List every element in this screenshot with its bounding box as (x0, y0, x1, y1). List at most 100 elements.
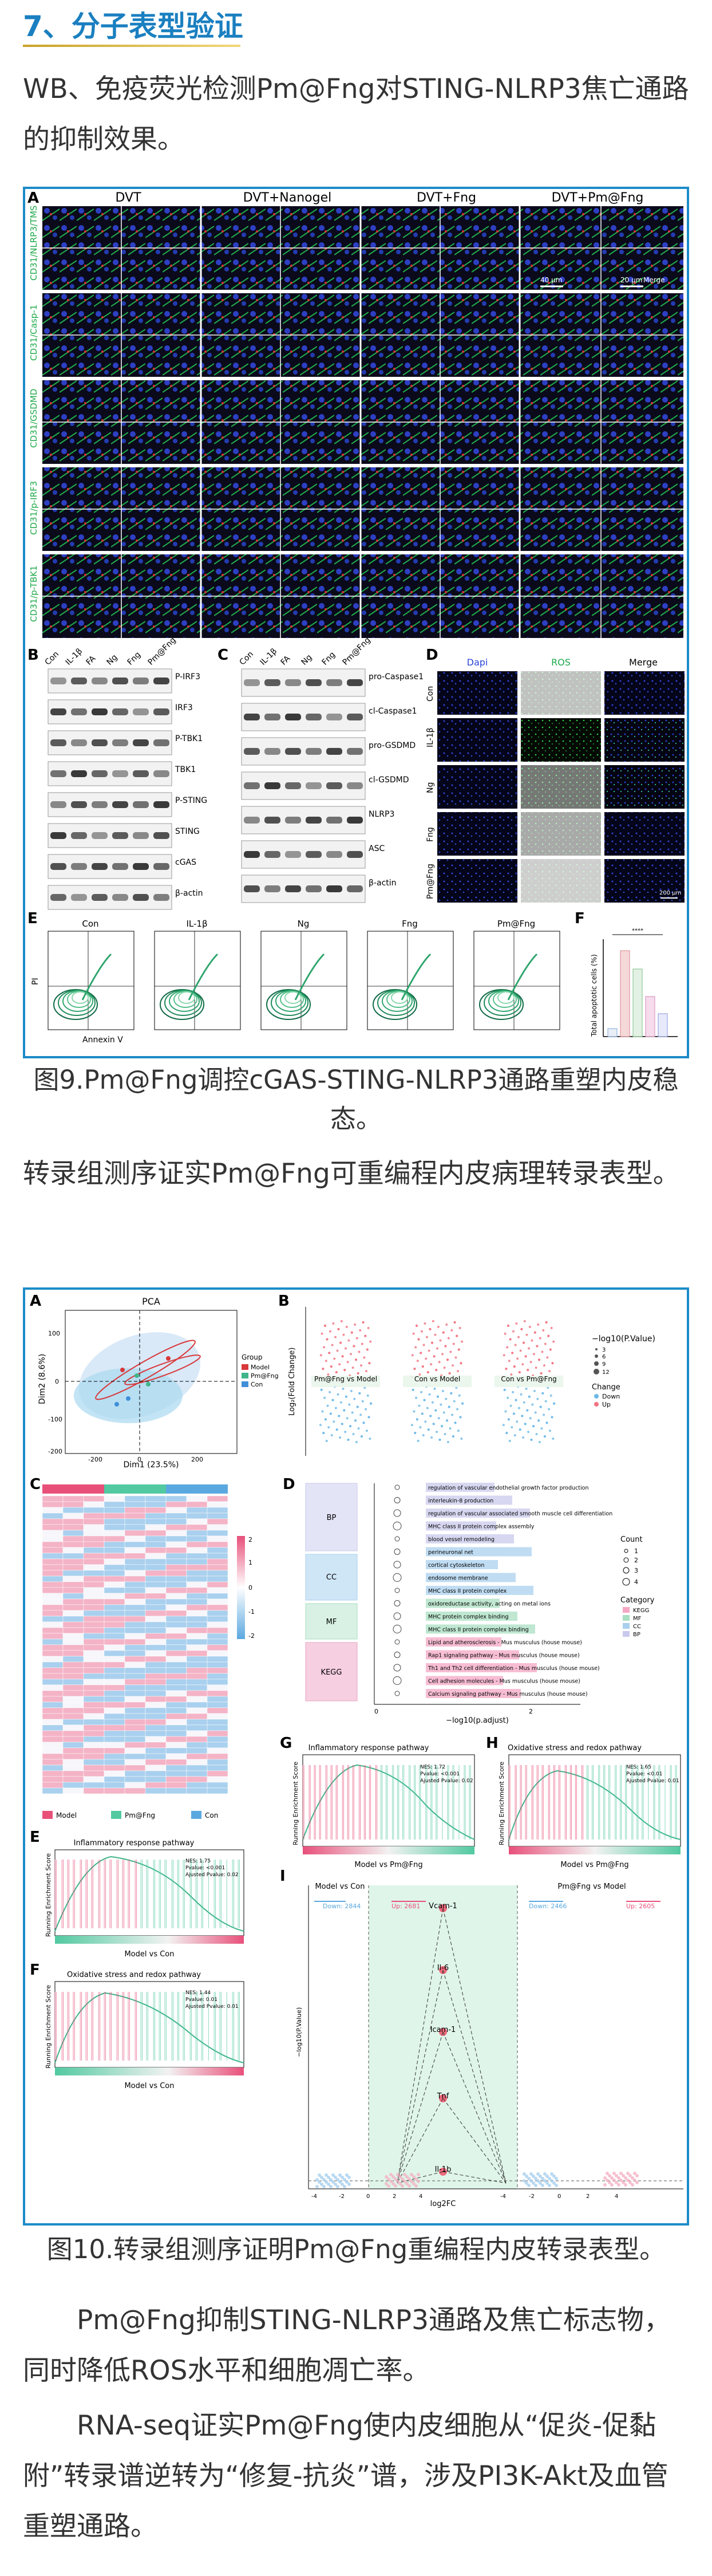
svg-text:Il-1b: Il-1b (435, 2165, 452, 2174)
svg-text:NES: 1.44: NES: 1.44 (185, 1990, 211, 1996)
svg-text:−log10(p.adjust): −log10(p.adjust) (446, 1716, 509, 1725)
svg-text:Icam-1: Icam-1 (430, 2026, 456, 2034)
svg-text:3: 3 (634, 1567, 638, 1574)
figure-10-caption: 图10.转录组测序证明Pm@Fng重编程内皮转录表型。 (46, 2234, 666, 2264)
svg-text:FA: FA (279, 654, 292, 667)
fig9-label-a: A (27, 190, 39, 207)
fig10-label-b: B (278, 1293, 290, 1310)
fig9-a-col-dvt-fng: DVT+Fng (417, 191, 476, 205)
svg-text:FA: FA (85, 654, 98, 667)
svg-text:PCA: PCA (142, 1296, 160, 1307)
svg-text:9: 9 (602, 1361, 606, 1368)
figure-9-caption: 图9.Pm@Fng调控cGAS-STING-NLRP3通路重塑内皮稳态。 (33, 1065, 679, 1134)
svg-text:KEGG: KEGG (633, 1608, 649, 1614)
fig10-a-pca: PCA Dim1 (23.5%) Dim2 (8.6%) -200 0 200 … (38, 1296, 279, 1470)
fig9-a-row-4: CD31/p-IRF3 (29, 481, 39, 535)
svg-text:4: 4 (634, 1578, 638, 1586)
fig9-b-band-labels: P-IRF3 IRF3 P-TBK1 TBK1 P-STING STING cG… (175, 672, 207, 898)
fig10-d-enrichment: BP CC MF KEGG 0 2 −log10(p.adjust) Count… (305, 1483, 655, 1725)
paragraph-2: 转录组测序证实Pm@Fng可重编程内皮病理转录表型。 (23, 1158, 680, 1189)
svg-text:Pm@Fng vs Model: Pm@Fng vs Model (557, 1882, 626, 1891)
svg-text:−log10(P.Value): −log10(P.Value) (295, 2007, 303, 2057)
svg-text:perineuronal net: perineuronal net (428, 1550, 473, 1556)
svg-text:Pm@Fng: Pm@Fng (125, 1811, 155, 1819)
svg-text:Oxidative stress and redox pat: Oxidative stress and redox pathway (67, 1971, 201, 1979)
fig9-b-lanes: Con IL-1β FA Ng Fng Pm@Fng (43, 636, 178, 667)
svg-text:BP: BP (633, 1632, 640, 1638)
svg-text:0: 0 (557, 2193, 561, 2200)
fig10-f-gsea: Oxidative stress and redox pathway NES: … (45, 1971, 244, 2090)
svg-text:4: 4 (615, 2193, 618, 2200)
svg-text:Model: Model (56, 1811, 77, 1819)
svg-text:interleukin-8 production: interleukin-8 production (428, 1498, 493, 1504)
fig9-b-blots (48, 668, 172, 910)
svg-text:-200: -200 (88, 1456, 102, 1463)
svg-text:MHC class II protein complex: MHC class II protein complex (428, 1588, 507, 1594)
svg-text:Down: 2466: Down: 2466 (529, 1903, 567, 1910)
svg-text:-4: -4 (311, 2193, 317, 2200)
svg-text:1: 1 (248, 1559, 252, 1566)
svg-text:Pm@Fng: Pm@Fng (147, 636, 178, 667)
svg-text:MF: MF (633, 1616, 642, 1622)
svg-text:Con: Con (426, 686, 435, 702)
svg-text:Count: Count (620, 1535, 643, 1544)
svg-text:NLRP3: NLRP3 (369, 810, 394, 819)
fig9-label-f: F (575, 910, 585, 927)
svg-text:P-STING: P-STING (175, 796, 207, 805)
svg-text:Con: Con (82, 919, 98, 929)
fig10-label-g: G (280, 1735, 292, 1752)
svg-text:ASC: ASC (369, 844, 385, 853)
fig9-a-col-dvt: DVT (115, 191, 141, 205)
svg-text:MHC protein complex binding: MHC protein complex binding (428, 1614, 508, 1620)
svg-text:2: 2 (634, 1557, 638, 1564)
svg-text:cl-Caspase1: cl-Caspase1 (369, 707, 417, 716)
fig9-a-scale-20: 20 μm (620, 276, 642, 284)
svg-text:100: 100 (48, 1330, 60, 1337)
svg-text:Rap1 signaling pathway - Mus m: Rap1 signaling pathway - Mus musculus (h… (428, 1653, 580, 1659)
fig9-e-ylabel: PI (31, 978, 40, 985)
fig9-c-lanes: Con IL-1β FA Ng Fng Pm@Fng (238, 636, 373, 667)
svg-text:Inflammatory response pathway: Inflammatory response pathway (74, 1839, 195, 1848)
svg-text:6: 6 (602, 1354, 606, 1360)
svg-text:Down: Down (602, 1393, 620, 1400)
svg-text:BP: BP (327, 1514, 337, 1522)
svg-text:pro-GSDMD: pro-GSDMD (369, 741, 416, 750)
fig10-g-gsea: Inflammatory response pathway NES: 1.72 … (292, 1744, 475, 1869)
fig10-label-f: F (30, 1961, 40, 1979)
svg-text:0: 0 (366, 2193, 370, 2200)
fig10-label-i: I (280, 1868, 286, 1885)
svg-text:NES: 1.72: NES: 1.72 (420, 1764, 445, 1770)
svg-text:-2: -2 (529, 2193, 535, 2200)
fig9-c-blots (241, 668, 366, 903)
svg-text:CC: CC (326, 1573, 337, 1582)
svg-text:IL-1β: IL-1β (186, 919, 207, 929)
svg-text:Up: Up (602, 1401, 611, 1408)
svg-text:NES: 1.65: NES: 1.65 (626, 1764, 651, 1770)
svg-text:cGAS: cGAS (175, 858, 196, 867)
svg-text:Down: 2844: Down: 2844 (323, 1903, 361, 1910)
fig10-label-d: D (283, 1476, 295, 1493)
figure-10: A PCA Dim1 (23.5%) Dim2 (8.6%) -200 0 20… (23, 1287, 689, 2226)
svg-text:2: 2 (248, 1536, 252, 1543)
svg-text:Pm@Fng: Pm@Fng (341, 636, 373, 667)
svg-text:Log₂(Fold Change): Log₂(Fold Change) (288, 1348, 296, 1416)
figure-9: A DVT DVT+Nanogel DVT+Fng DVT+Pm@Fng (23, 187, 689, 1058)
svg-text:log2FC: log2FC (430, 2200, 456, 2208)
svg-text:Model: Model (251, 1364, 270, 1371)
svg-text:Running Enrichment Score: Running Enrichment Score (498, 1762, 505, 1845)
fig9-a-column-headers: DVT DVT+Nanogel DVT+Fng DVT+Pm@Fng (115, 191, 643, 205)
fig9-label-b: B (27, 647, 39, 664)
svg-text:Model vs Con: Model vs Con (124, 2082, 174, 2090)
svg-text:-2: -2 (339, 2193, 345, 2200)
svg-text:Category: Category (620, 1596, 655, 1605)
svg-text:Fng: Fng (321, 650, 338, 667)
svg-text:KEGG: KEGG (321, 1668, 342, 1677)
svg-text:Pm@Fng: Pm@Fng (426, 864, 435, 899)
fig10-e-gsea: Inflammatory response pathway NES: 1.75 … (45, 1839, 244, 1959)
fig9-a-col-dvt-nanogel: DVT+Nanogel (243, 191, 331, 205)
fig9-e-xlabel: Annexin V (82, 1035, 123, 1045)
fig9-a-scale-40: 40 μm (540, 276, 562, 284)
svg-text:oxidoreductase activity, actin: oxidoreductase activity, acting on metal… (428, 1601, 551, 1608)
fig9-e-titles: Con IL-1β Ng Fng Pm@Fng (82, 919, 535, 929)
svg-text:Con: Con (238, 649, 256, 667)
